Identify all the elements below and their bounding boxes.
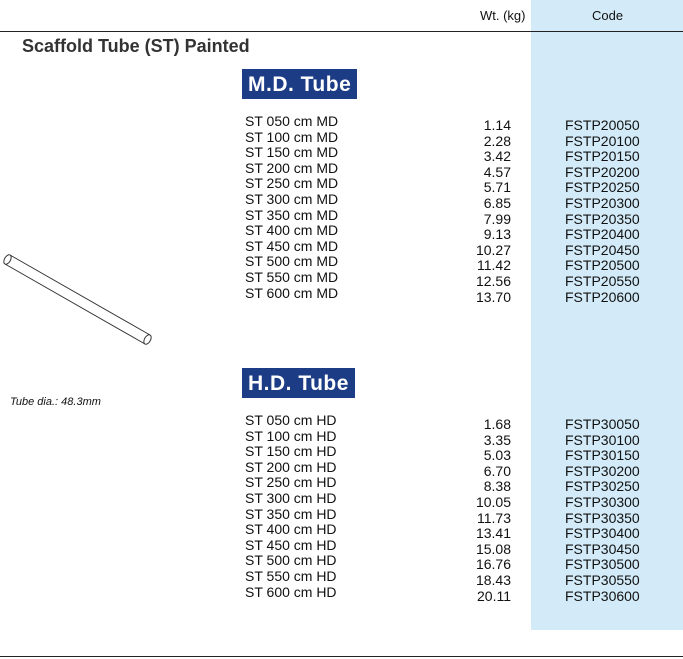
item-weight: 3.35 — [483, 431, 511, 448]
item-weight: 8.38 — [483, 478, 511, 495]
group-badge: H.D. Tube — [242, 368, 355, 398]
item-name: ST 500 cm HD — [245, 552, 337, 569]
item-code: FSTP30250 — [565, 478, 640, 495]
item-weight: 6.70 — [483, 462, 511, 479]
item-code: FSTP20350 — [565, 210, 640, 227]
item-weight: 12.56 — [475, 273, 511, 289]
item-name: ST 550 cm MD — [245, 269, 339, 285]
item-weight: 11.73 — [477, 509, 511, 526]
item-code: FSTP30050 — [565, 416, 640, 432]
item-code: FSTP30300 — [565, 494, 640, 510]
item-name: ST 400 cm MD — [245, 222, 339, 239]
item-name: ST 300 cm HD — [245, 490, 337, 506]
item-weight: 20.11 — [477, 587, 511, 604]
item-code: FSTP20300 — [565, 195, 640, 211]
weight-header: Wt. (kg) — [480, 8, 526, 23]
item-name: ST 450 cm MD — [245, 237, 339, 254]
item-code: FSTP20500 — [565, 257, 640, 274]
item-code: FSTP20600 — [565, 288, 640, 305]
item-weight: 13.41 — [475, 525, 511, 542]
item-name: ST 250 cm HD — [245, 474, 337, 491]
item-weight: 15.08 — [475, 540, 511, 557]
code-header: Code — [592, 8, 624, 23]
item-name: ST 500 cm MD — [245, 253, 339, 270]
item-code: FSTP30350 — [565, 509, 640, 526]
item-name: ST 150 cm HD — [245, 443, 337, 460]
item-name: ST 450 cm HD — [245, 536, 337, 553]
item-name: ST 200 cm MD — [245, 159, 339, 176]
tube-diameter-note: Tube dia.: 48.3mm — [10, 396, 101, 408]
item-code: FSTP30200 — [565, 462, 640, 479]
item-weight: 1.68 — [483, 416, 511, 432]
item-name: ST 200 cm HD — [245, 458, 337, 475]
item-weight: 11.42 — [477, 257, 511, 274]
item-name: ST 300 cm MD — [245, 191, 339, 207]
item-weight: 5.71 — [483, 179, 511, 196]
item-name: ST 600 cm HD — [245, 583, 337, 600]
item-weight: 9.13 — [483, 226, 511, 243]
item-name: ST 100 cm MD — [245, 128, 339, 145]
item-code: FSTP30500 — [565, 556, 640, 573]
footer-rule — [0, 656, 683, 657]
item-code: FSTP20200 — [565, 163, 640, 180]
item-code: FSTP30100 — [565, 431, 640, 448]
item-weight: 4.57 — [483, 163, 511, 180]
item-name: ST 350 cm MD — [245, 206, 339, 223]
item-name: ST 150 cm MD — [245, 144, 339, 161]
item-code: FSTP20250 — [565, 179, 640, 196]
item-code: FSTP20450 — [565, 241, 640, 258]
item-weight: 3.42 — [483, 148, 511, 165]
item-weight: 2.28 — [483, 132, 511, 149]
item-weight: 18.43 — [475, 572, 511, 588]
item-weight: 10.27 — [475, 241, 511, 258]
item-code: FSTP30400 — [565, 525, 640, 542]
item-weight: 16.76 — [475, 556, 511, 573]
item-weight: 1.14 — [483, 117, 511, 133]
item-code: FSTP20050 — [565, 117, 640, 133]
item-weight: 6.85 — [483, 195, 511, 211]
item-weight: 10.05 — [475, 494, 511, 510]
item-code: FSTP30550 — [565, 572, 640, 588]
item-weight: 7.99 — [483, 210, 511, 227]
item-weight: 13.70 — [475, 288, 511, 305]
item-code: FSTP30450 — [565, 540, 640, 557]
item-name: ST 050 cm MD — [245, 113, 339, 129]
group-badge: M.D. Tube — [242, 69, 358, 99]
section-title: Scaffold Tube (ST) Painted — [22, 36, 250, 56]
item-name: ST 250 cm MD — [245, 175, 339, 192]
tube-illustration — [3, 254, 152, 345]
item-code: FSTP20150 — [565, 148, 640, 165]
header-rule — [0, 31, 683, 32]
item-name: ST 350 cm HD — [245, 505, 337, 522]
item-name: ST 400 cm HD — [245, 521, 337, 538]
item-code: FSTP30150 — [565, 447, 640, 464]
item-name: ST 100 cm HD — [245, 427, 337, 444]
item-weight: 5.03 — [483, 447, 511, 464]
item-name: ST 050 cm HD — [245, 412, 337, 428]
item-name: ST 550 cm HD — [245, 568, 337, 584]
item-code: FSTP30600 — [565, 587, 640, 604]
item-code: FSTP20550 — [565, 273, 640, 289]
item-code: FSTP20400 — [565, 226, 640, 243]
item-code: FSTP20100 — [565, 132, 640, 149]
item-name: ST 600 cm MD — [245, 284, 339, 301]
code-column-band — [531, 0, 683, 630]
